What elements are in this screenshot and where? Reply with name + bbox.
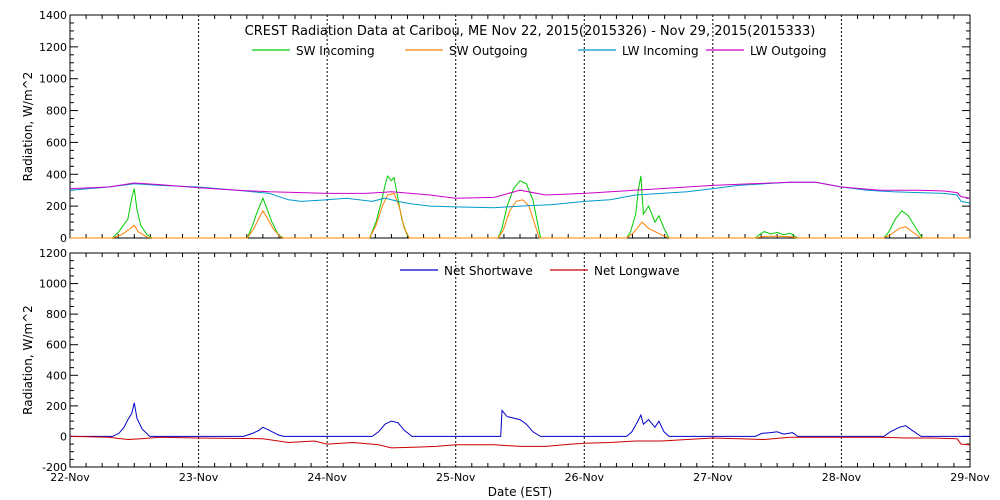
legend-label: SW Outgoing bbox=[449, 44, 528, 58]
chart-title: CREST Radiation Data at Caribou, ME Nov … bbox=[245, 24, 816, 39]
panel-1: 0 200 400 600 800 1000 1200 1400 Radiation, W/m^… bbox=[21, 9, 971, 245]
series-line-lw-incoming bbox=[69, 181, 971, 209]
y-tick-label: -200 bbox=[42, 461, 67, 474]
y-tick-label: 800 bbox=[46, 105, 67, 118]
series-line-sw-outgoing bbox=[70, 192, 970, 239]
x-tick-label: 26-Nov bbox=[565, 471, 605, 484]
series-line-lw-outgoing bbox=[69, 181, 971, 199]
y-tick-label: 200 bbox=[46, 400, 67, 413]
x-tick-label: 25-Nov bbox=[436, 471, 476, 484]
y-tick-label: 0 bbox=[60, 232, 67, 245]
y-tick-label: 800 bbox=[46, 308, 67, 321]
y-tick-label: 600 bbox=[46, 339, 67, 352]
x-tick-label: 29-Nov bbox=[950, 471, 990, 484]
x-axis-title: Date (EST) bbox=[488, 485, 552, 499]
y-tick-label: 400 bbox=[46, 168, 67, 181]
y-tick-label: 1400 bbox=[39, 9, 67, 22]
legend-label: Net Shortwave bbox=[444, 264, 533, 278]
legend-label: LW Incoming bbox=[622, 44, 699, 58]
series-line-net-longwave bbox=[69, 435, 971, 449]
y-tick-label: 600 bbox=[46, 136, 67, 149]
y-tick-label: 1000 bbox=[39, 278, 67, 291]
y-tick-label: 1200 bbox=[39, 247, 67, 260]
legend-label: LW Outgoing bbox=[750, 44, 827, 58]
series-line-sw-incoming bbox=[70, 174, 970, 239]
x-tick-label: 22-Nov bbox=[50, 471, 90, 484]
chart-panels: 0 200 400 600 800 1000 1200 1400 Radiation, W/m^… bbox=[21, 9, 990, 484]
legend-label: SW Incoming bbox=[296, 44, 375, 58]
y-tick-label: 0 bbox=[60, 430, 67, 443]
y-tick-label: 1000 bbox=[39, 73, 67, 86]
y-tick-label: 200 bbox=[46, 200, 67, 213]
y-axis-title: Radiation, W/m^2 bbox=[21, 305, 35, 415]
x-tick-label: 24-Nov bbox=[307, 471, 347, 484]
x-tick-label: 23-Nov bbox=[179, 471, 219, 484]
x-tick-label: 28-Nov bbox=[822, 471, 862, 484]
panel-2: -200 0 200 400 600 800 1000 1200 Radiation, W/m^… bbox=[21, 247, 971, 474]
legend-label: Net Longwave bbox=[594, 264, 680, 278]
series-line-net-shortwave bbox=[70, 402, 970, 437]
x-tick-label: 27-Nov bbox=[693, 471, 733, 484]
y-axis-title: Radiation, W/m^2 bbox=[21, 72, 35, 182]
plot-frame bbox=[69, 252, 971, 468]
y-tick-label: 400 bbox=[46, 369, 67, 382]
y-tick-label: 1200 bbox=[39, 41, 67, 54]
